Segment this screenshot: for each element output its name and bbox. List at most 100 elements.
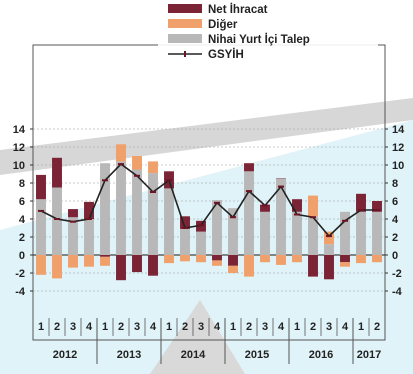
bar-net-exports (148, 255, 158, 276)
bar-other (212, 260, 222, 266)
bar-other (244, 255, 254, 277)
legend-label: Net İhracat (208, 3, 268, 16)
bar-net-exports (340, 255, 350, 263)
bar-other (84, 255, 94, 267)
bar-net-exports (36, 174, 46, 200)
bar-net-exports (84, 201, 94, 219)
bar-domestic-demand (276, 178, 286, 255)
bar-net-exports (276, 178, 286, 179)
y-tick-label-left: 12 (13, 142, 25, 154)
bar-domestic-demand (356, 211, 366, 255)
x-tick-quarter: 4 (278, 321, 285, 333)
bar-other (68, 255, 78, 268)
bar-other (292, 255, 302, 263)
x-tick-quarter: 4 (214, 321, 221, 333)
bar-other (100, 256, 110, 266)
bar-domestic-demand (180, 228, 190, 255)
bar-net-exports (52, 157, 62, 188)
bar-net-exports (212, 255, 222, 261)
x-tick-quarter: 1 (102, 321, 108, 333)
bar-net-exports (68, 209, 78, 218)
x-tick-quarter: 3 (326, 321, 332, 333)
x-tick-quarter: 3 (134, 321, 140, 333)
y-tick-label-right: 14 (392, 124, 405, 136)
bar-domestic-demand (132, 169, 142, 255)
bar-other (36, 255, 46, 275)
bar-other (372, 255, 382, 263)
bar-other (356, 255, 366, 264)
bar-other (308, 195, 318, 217)
y-tick-label-left: 0 (19, 250, 25, 262)
x-tick-quarter: 4 (342, 321, 349, 333)
bar-net-exports (116, 255, 126, 281)
bar-net-exports (356, 193, 366, 212)
bar-domestic-demand (292, 211, 302, 255)
bar-domestic-demand (84, 219, 94, 255)
bar-other (260, 255, 270, 263)
bar-domestic-demand (116, 161, 126, 255)
bar-net-exports (228, 255, 238, 266)
bar-domestic-demand (100, 163, 110, 255)
bar-domestic-demand (260, 211, 270, 255)
bar-domestic-demand (212, 200, 222, 255)
x-tick-year: 2012 (53, 349, 77, 361)
bar-domestic-demand (340, 211, 350, 255)
x-tick-year: 2017 (357, 349, 381, 361)
x-tick-quarter: 3 (198, 321, 204, 333)
y-tick-label-left: 10 (13, 160, 25, 172)
x-tick-year: 2013 (117, 349, 141, 361)
y-tick-label-left: 2 (19, 232, 25, 244)
bar-other (132, 156, 142, 170)
gdp-line (40, 163, 377, 238)
x-tick-quarter: 1 (166, 321, 172, 333)
bar-net-exports (260, 204, 270, 212)
x-tick-quarter: 2 (54, 321, 60, 333)
bar-domestic-demand (148, 173, 158, 255)
x-tick-quarter: 2 (246, 321, 252, 333)
bar-domestic-demand (324, 244, 334, 255)
y-tick-label-left: -2 (15, 268, 25, 280)
x-tick-quarter: 4 (150, 321, 157, 333)
bar-other (276, 255, 286, 265)
x-tick-quarter: 1 (358, 321, 364, 333)
bar-other (340, 262, 350, 267)
bar-net-exports (244, 163, 254, 172)
x-tick-quarter: 2 (182, 321, 188, 333)
bar-domestic-demand (308, 216, 318, 255)
bar-domestic-demand (52, 187, 62, 255)
x-tick-quarter: 3 (70, 321, 76, 333)
legend-swatch (168, 4, 202, 13)
y-tick-label-left: -4 (15, 286, 26, 298)
bar-other (52, 255, 62, 279)
bar-other (116, 144, 126, 162)
bar-domestic-demand (228, 208, 238, 255)
y-tick-label-left: 6 (19, 196, 25, 208)
y-tick-label-right: -4 (392, 286, 403, 298)
y-tick-label-right: -2 (392, 268, 402, 280)
bar-other (196, 255, 206, 263)
x-tick-year: 2015 (245, 349, 269, 361)
y-tick-label-right: 10 (392, 160, 404, 172)
bar-domestic-demand (244, 171, 254, 255)
y-tick-label-left: 14 (13, 124, 26, 136)
bar-domestic-demand (196, 231, 206, 255)
x-tick-year: 2014 (181, 349, 206, 361)
legend-label: GSYİH (208, 48, 244, 61)
bar-net-exports (308, 255, 318, 277)
y-tick-label-right: 0 (392, 250, 398, 262)
bar-other (148, 161, 158, 174)
legend-swatch (168, 19, 202, 28)
x-tick-quarter: 2 (118, 321, 124, 333)
legend-label: Nihai Yurt İçi Talep (208, 33, 310, 46)
x-tick-quarter: 1 (294, 321, 300, 333)
x-tick-quarter: 1 (230, 321, 236, 333)
y-tick-label-right: 12 (392, 142, 404, 154)
x-tick-quarter: 4 (86, 321, 93, 333)
y-tick-label-right: 8 (392, 178, 398, 190)
bar-domestic-demand (164, 188, 174, 255)
bar-other (164, 255, 174, 264)
y-tick-label-left: 8 (19, 178, 25, 190)
